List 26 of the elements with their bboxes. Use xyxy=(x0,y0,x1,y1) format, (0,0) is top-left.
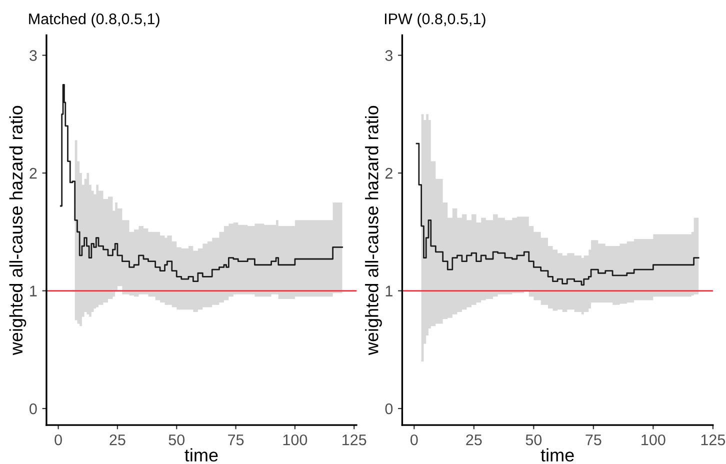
y-axis-title: weighted all-cause hazard ratio xyxy=(365,106,382,356)
y-tick-label: 3 xyxy=(30,50,37,61)
y-tick-label: 3 xyxy=(385,50,393,61)
x-tick-label: 75 xyxy=(228,434,244,446)
x-axis-title: time xyxy=(540,448,574,462)
x-tick-label: 125 xyxy=(342,434,366,446)
x-tick-label: 0 xyxy=(54,434,62,446)
x-tick-label: 50 xyxy=(168,434,185,446)
x-tick-label: 100 xyxy=(642,434,666,446)
x-tick-label: 125 xyxy=(701,434,726,446)
x-tick-label: 25 xyxy=(110,434,126,446)
chart-title: Matched (0.8,0.5,1) xyxy=(29,13,160,28)
y-tick-label: 0 xyxy=(30,403,37,414)
x-axis-title: time xyxy=(184,448,218,462)
x-tick-label: 25 xyxy=(466,434,482,446)
y-tick-label: 0 xyxy=(385,403,393,414)
y-tick-label: 1 xyxy=(386,286,392,296)
y-tick-label: 1 xyxy=(30,286,37,296)
x-tick-label: 75 xyxy=(586,434,602,446)
y-axis-title: weighted all-cause hazard ratio xyxy=(9,106,26,356)
x-tick-label: 50 xyxy=(526,434,542,446)
chart-title: IPW (0.8,0.5,1) xyxy=(384,13,486,28)
y-tick-label: 2 xyxy=(385,168,392,179)
x-tick-label: 100 xyxy=(283,434,308,446)
x-tick-label: 0 xyxy=(410,434,418,446)
y-tick-label: 2 xyxy=(30,168,37,179)
